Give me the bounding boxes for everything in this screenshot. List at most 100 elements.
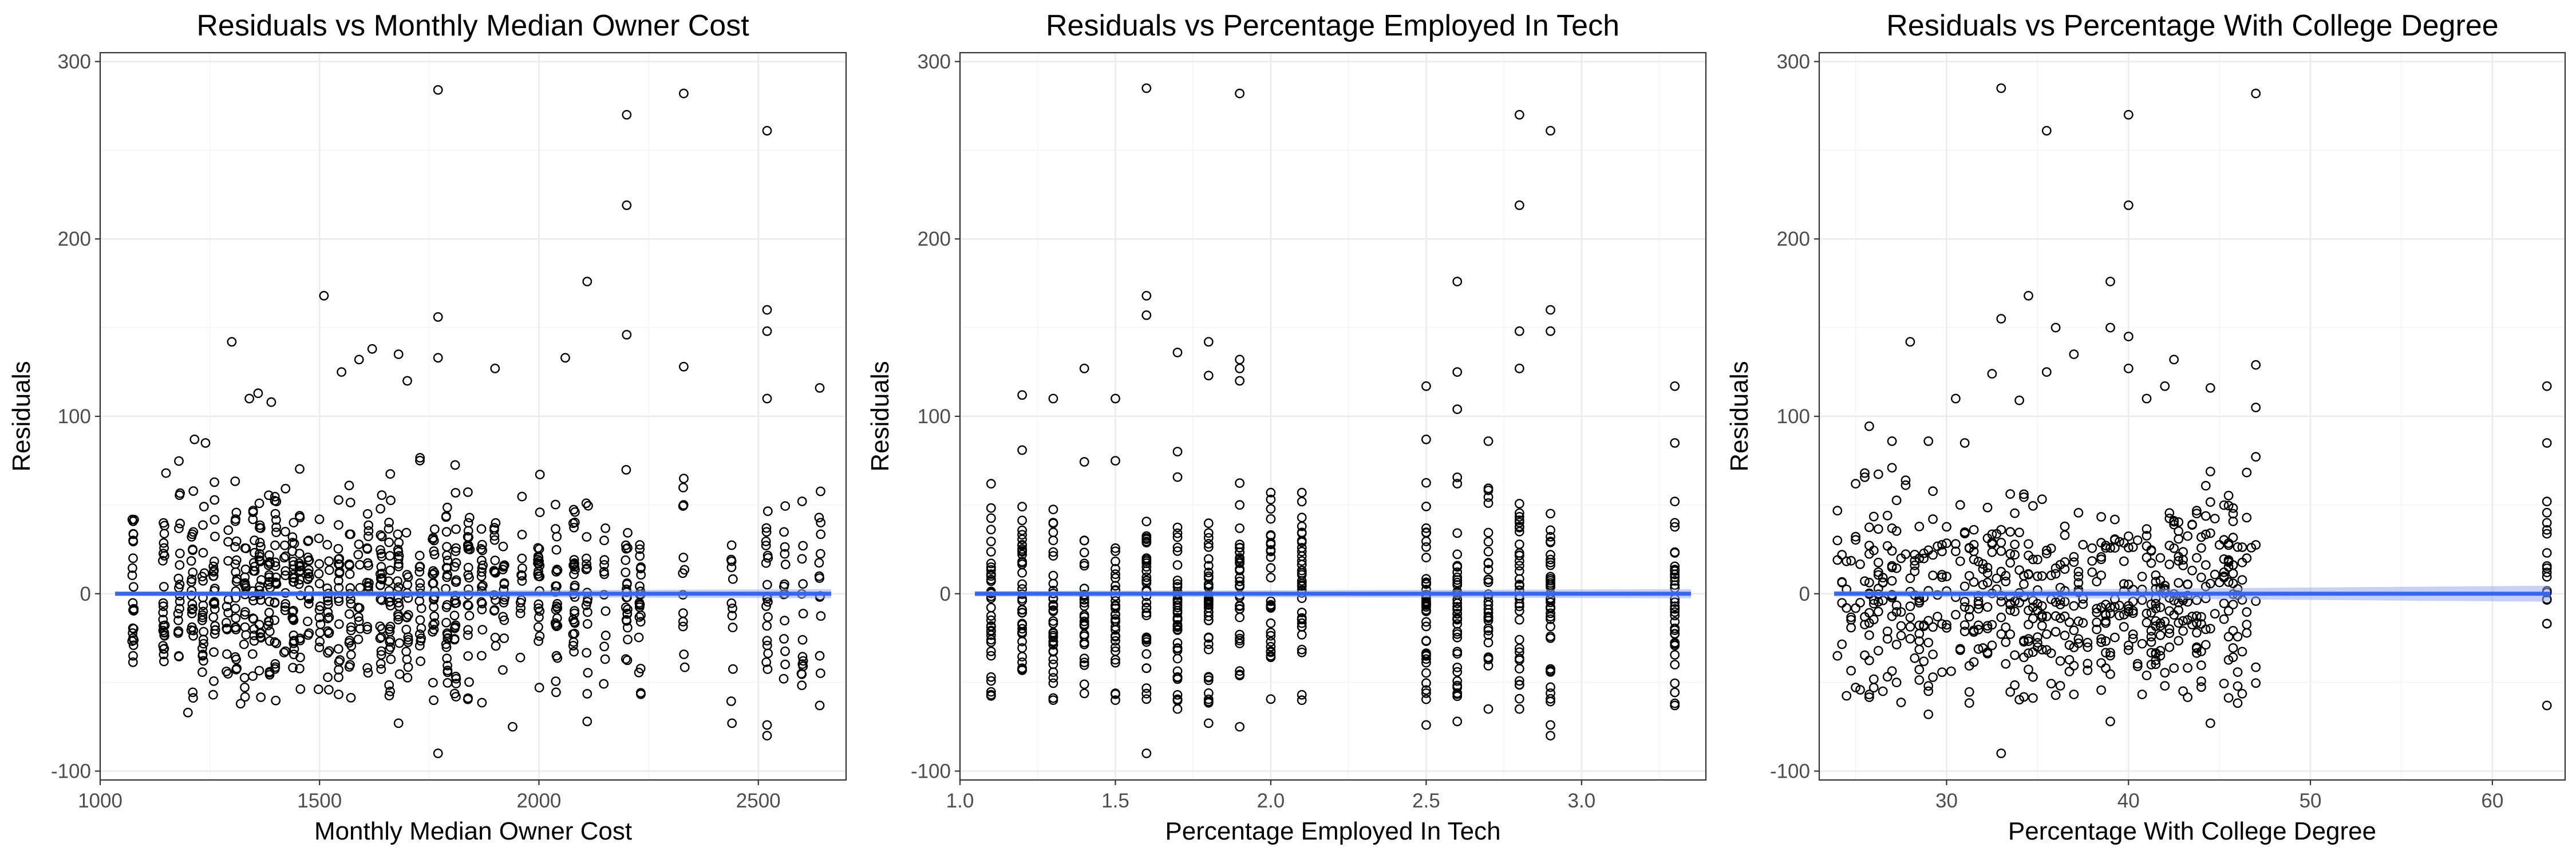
data-point — [1992, 573, 2002, 584]
data-point — [1873, 524, 1883, 534]
data-point — [1141, 558, 1152, 568]
data-point — [1982, 649, 1993, 659]
data-point — [621, 465, 631, 475]
data-point — [634, 612, 645, 622]
data-point — [2092, 608, 2102, 617]
data-point — [2142, 608, 2152, 618]
data-point — [1203, 571, 1214, 581]
data-point — [2037, 645, 2047, 655]
y-tick-label: 200 — [58, 228, 91, 250]
data-point — [279, 648, 289, 658]
data-point — [2028, 554, 2038, 565]
data-point — [1546, 720, 1555, 730]
data-point — [1421, 478, 1431, 488]
data-point — [1882, 672, 1893, 682]
data-point — [1987, 640, 1997, 651]
data-point — [1514, 326, 1524, 336]
data-point — [2205, 497, 2215, 507]
data-point — [2137, 689, 2147, 700]
data-point — [1950, 539, 1961, 549]
data-point — [2014, 395, 2025, 405]
data-point — [1905, 573, 1915, 584]
data-point — [188, 568, 198, 577]
data-point — [2151, 604, 2161, 613]
data-point — [1514, 526, 1524, 537]
data-point — [762, 636, 772, 646]
data-point — [384, 518, 394, 527]
data-point — [1914, 675, 1925, 685]
data-point — [1079, 364, 1089, 373]
data-point — [1048, 637, 1058, 647]
data-point — [1266, 539, 1276, 549]
data-point — [1203, 561, 1214, 571]
data-point — [2187, 520, 2197, 530]
data-point — [128, 553, 138, 564]
data-point — [1919, 553, 1929, 564]
y-tick-label: 100 — [918, 405, 951, 428]
data-point — [2219, 679, 2229, 689]
data-point — [385, 635, 396, 645]
data-point — [2228, 509, 2238, 519]
data-point — [1868, 683, 1879, 693]
data-point — [2228, 533, 2238, 543]
data-point — [230, 559, 240, 569]
data-point — [1959, 527, 1970, 537]
data-point — [1483, 630, 1494, 640]
data-point — [1546, 614, 1555, 624]
data-point — [1235, 576, 1245, 586]
data-point — [2024, 539, 2033, 549]
data-point — [303, 574, 313, 585]
data-point — [1297, 689, 1307, 700]
data-point — [986, 615, 996, 625]
data-point — [2096, 634, 2107, 644]
data-point — [1017, 515, 1028, 526]
data-point — [385, 642, 396, 652]
data-point — [1266, 600, 1276, 610]
data-point — [1942, 538, 1951, 548]
data-point — [2087, 567, 2097, 577]
data-point — [223, 669, 233, 679]
data-point — [678, 483, 688, 492]
data-point — [798, 579, 808, 589]
data-point — [762, 305, 772, 315]
data-point — [1141, 663, 1152, 673]
data-point — [1172, 625, 1183, 635]
data-point — [762, 731, 772, 741]
data-point — [2101, 636, 2111, 646]
data-point — [1546, 125, 1555, 136]
data-point — [2078, 539, 2088, 550]
data-point — [2183, 579, 2193, 589]
data-point — [599, 555, 610, 565]
data-point — [763, 648, 773, 659]
data-point — [1873, 570, 1883, 580]
data-point — [231, 507, 242, 518]
data-point — [334, 689, 343, 700]
data-point — [266, 397, 276, 407]
data-point — [1452, 716, 1463, 727]
data-point — [490, 364, 500, 373]
data-point — [2069, 551, 2079, 562]
data-point — [463, 600, 473, 610]
data-point — [1141, 562, 1152, 572]
data-point — [2005, 687, 2016, 697]
data-point — [1514, 518, 1524, 527]
data-point — [1141, 683, 1152, 693]
data-point — [1452, 367, 1463, 377]
data-point — [1923, 686, 1934, 696]
data-point — [240, 610, 250, 620]
data-point — [415, 453, 425, 463]
data-point — [386, 495, 396, 506]
data-point — [1079, 660, 1089, 670]
data-point — [433, 85, 443, 95]
data-point — [2174, 578, 2184, 588]
data-point — [2083, 659, 2093, 669]
data-point — [402, 376, 412, 386]
data-point — [208, 571, 218, 581]
data-point — [210, 604, 220, 614]
data-point — [463, 487, 473, 497]
data-point — [385, 469, 396, 479]
data-point — [1235, 376, 1245, 386]
data-point — [2114, 610, 2124, 621]
data-point — [2037, 610, 2047, 620]
data-point — [324, 628, 334, 638]
